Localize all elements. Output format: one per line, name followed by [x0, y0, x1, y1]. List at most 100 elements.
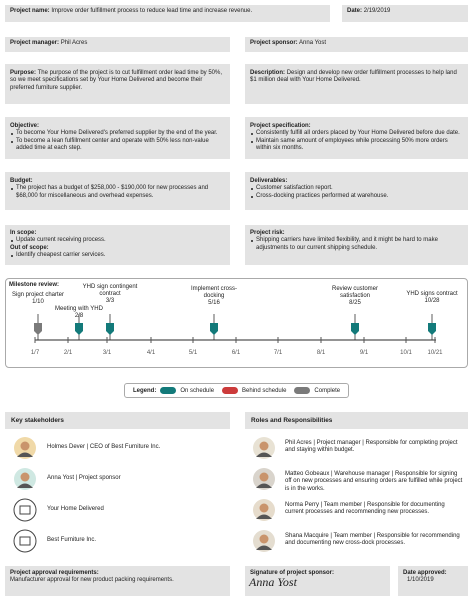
roles-header: Roles and Responsibilities	[245, 412, 468, 429]
avatar	[13, 529, 37, 553]
field-text: Design and develop new order fulfillment…	[250, 70, 457, 84]
field-text: Project specification:	[250, 123, 311, 129]
milestone-date: 8/25	[349, 300, 361, 306]
axis-label: 3/1	[102, 350, 112, 356]
stakeholder: Holmes Dever | CEO of Best Furniture Inc…	[47, 444, 161, 450]
objective: Objective: To become Your Home Delivered'…	[5, 117, 230, 159]
project-manager: Project manager: Phil Acres	[5, 37, 230, 52]
avatar	[14, 437, 36, 459]
milestone-label: YHD sign contingent contract	[82, 284, 138, 297]
avatar	[253, 499, 275, 521]
bullet-list: Consistently fulfill all orders placed b…	[250, 130, 463, 152]
avatar-body	[17, 483, 33, 488]
milestone-label: YHD signs contract	[406, 291, 458, 297]
field-text: Phil Acres	[60, 40, 88, 46]
risk: Project risk: Shipping carriers have limi…	[245, 225, 468, 265]
avatar-ring	[13, 529, 37, 553]
field-text: Manufacturer approval for new product pa…	[10, 577, 174, 584]
milestone-date: 5/16	[208, 300, 220, 306]
bullet-list: Shipping carriers have limited flexibili…	[250, 237, 463, 252]
field-text: Project manager:	[10, 40, 60, 46]
bullet-item: Consistently fulfill all orders placed b…	[250, 130, 463, 137]
axis-label: 5/1	[188, 350, 198, 356]
field-text: Date:	[347, 8, 363, 14]
avatar-head	[259, 534, 269, 544]
avatar-head	[259, 503, 269, 513]
milestone-date: 3/3	[105, 298, 115, 304]
axis-label: 6/1	[231, 350, 241, 356]
bullet-list: To become Your Home Delivered's preferre…	[10, 130, 225, 152]
field-text: Project risk:	[250, 230, 285, 236]
bullet-item: Shipping carriers have limited flexibili…	[250, 237, 463, 252]
field-text: 2/19/2019	[363, 8, 391, 14]
avatar-head	[20, 472, 30, 482]
legend-swatch	[222, 387, 239, 394]
milestone: YHD sign contingent contract 3/3	[80, 284, 140, 305]
role: Phil Acres | Project manager | Responsib…	[285, 440, 458, 454]
bullet-list: Update current receiving process.	[10, 237, 225, 244]
legend-label: Complete	[314, 387, 341, 394]
avatar	[253, 530, 275, 552]
milestone-date: 2/8	[74, 313, 84, 319]
milestone: Meeting with YHD 2/8	[49, 306, 109, 320]
role: Norma Perry | Team member | Responsible …	[285, 502, 445, 516]
stakeholder: Your Home Delivered	[47, 506, 104, 512]
role: Matteo Gobeaux | Warehouse manager | Res…	[285, 471, 463, 492]
field-text: Anna Yost	[299, 40, 327, 46]
legend-title: Legend:	[133, 387, 157, 394]
purpose: Purpose: The purpose of the project is t…	[5, 64, 230, 104]
legend-label: On schedule	[180, 387, 215, 394]
stakeholder: Best Furniture Inc.	[47, 537, 97, 543]
legend-swatch	[294, 387, 311, 394]
avatar-body	[256, 545, 272, 550]
bullet-item: Identify cheapest carrier services.	[10, 252, 225, 259]
bullet-list: The project has a budget of $258,000 - $…	[10, 185, 225, 200]
bullet-item: Update current receiving process.	[10, 237, 225, 244]
milestone-label: Meeting with YHD	[55, 306, 103, 312]
field-text: Project sponsor:	[250, 40, 298, 46]
bullet-item: The project has a budget of $258,000 - $…	[10, 185, 225, 200]
project-name: Project name: Improve order fulfillment …	[5, 5, 330, 22]
field-text: Objective:	[10, 123, 40, 129]
bullet-list: Identify cheapest carrier services.	[10, 252, 225, 259]
avatar-glyph	[19, 505, 31, 515]
avatar-glyph	[19, 536, 31, 546]
avatar-body	[17, 452, 33, 457]
field-text: Project name:	[10, 8, 50, 14]
avatar-body	[256, 514, 272, 519]
field-text: Out of scope:	[10, 244, 49, 251]
field-text: The purpose of the project is to cut ful…	[10, 70, 223, 91]
project-sponsor: Project sponsor: Anna Yost	[245, 37, 468, 52]
field-text: Anna Yost	[249, 575, 297, 589]
axis-label: 10/21	[427, 350, 443, 356]
avatar	[13, 498, 37, 522]
field-text: Project approval requirements:	[10, 570, 99, 576]
milestone-review	[5, 278, 468, 368]
bullet-item: To become a lean fulfillment center and …	[10, 138, 225, 153]
legend-swatch	[160, 387, 177, 394]
field-text: Deliverables:	[250, 178, 288, 184]
axis-label: 4/1	[146, 350, 156, 356]
signature: Signature of project sponsor: Anna Yost	[245, 566, 390, 596]
budget: Budget: The project has a budget of $258,…	[5, 172, 230, 210]
field-text: In scope:	[10, 230, 37, 236]
bullet-item: Customer satisfaction report.	[250, 185, 463, 192]
axis-label: 7/1	[273, 350, 283, 356]
scope: In scope: Update current receiving proces…	[5, 225, 230, 265]
role: Shana Macquire | Team member | Responsib…	[285, 533, 460, 547]
avatar-ring	[13, 498, 37, 522]
description: Description: Design and develop new orde…	[245, 64, 468, 104]
axis-label: 9/1	[359, 350, 369, 356]
stakeholders-header: Key stakeholders	[5, 412, 230, 429]
specification: Project specification: Consistently fulfi…	[245, 117, 468, 159]
avatar-head	[259, 472, 269, 482]
avatar-head	[259, 441, 269, 451]
field-text: Purpose:	[10, 70, 37, 76]
field-text: Signature of project sponsor:	[250, 570, 335, 576]
field-text: Date approved:	[403, 570, 447, 576]
field-text: Improve order fulfillment process to red…	[51, 8, 253, 14]
avatar-head	[20, 441, 30, 451]
milestone-title: Milestone review:	[9, 282, 60, 288]
axis-label: 10/1	[400, 350, 412, 356]
